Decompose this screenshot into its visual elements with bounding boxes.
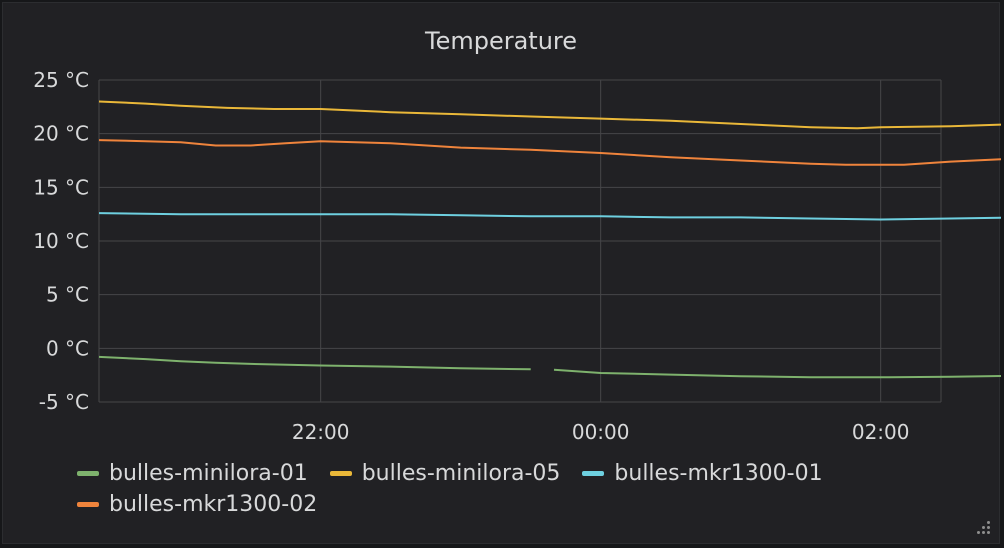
legend-item-bulles-minilora-05[interactable]: bulles-minilora-05 <box>329 461 561 486</box>
y-tick-label: 0 °C <box>46 336 89 360</box>
legend-swatch <box>582 471 605 476</box>
y-tick-label: 20 °C <box>33 122 89 146</box>
y-tick-label: 15 °C <box>33 175 89 199</box>
series-line-bulles-minilora-01 <box>98 355 1001 379</box>
x-tick-label: 22:00 <box>292 420 350 444</box>
y-tick-label: 25 °C <box>33 68 89 92</box>
x-tick-label: 00:00 <box>572 420 630 444</box>
legend-swatch <box>329 471 352 476</box>
y-tick-label: 5 °C <box>46 283 89 307</box>
legend-item-bulles-mkr1300-02[interactable]: bulles-mkr1300-02 <box>77 492 317 517</box>
panel-title: Temperature <box>424 27 578 55</box>
legend-item-bulles-mkr1300-01[interactable]: bulles-mkr1300-01 <box>582 461 823 486</box>
legend-label: bulles-minilora-05 <box>361 461 561 486</box>
resize-handle-icon[interactable] <box>973 519 991 537</box>
legend-label: bulles-mkr1300-02 <box>109 492 318 517</box>
chart-legend: bulles-minilora-01 bulles-minilora-05 bull… <box>77 461 977 517</box>
y-tick-label: -5 °C <box>39 390 89 414</box>
legend-swatch <box>77 471 99 476</box>
legend-swatch <box>77 502 99 507</box>
temperature-chart: 25 °C 20 °C 15 °C 10 °C 5 °C 0 °C -5 °C 22:00 00… <box>33 68 1001 444</box>
series-line-bulles-minilora-05 <box>98 100 1001 130</box>
series-line-bulles-mkr1300-02 <box>98 139 1001 166</box>
legend-item-bulles-minilora-01[interactable]: bulles-minilora-01 <box>77 461 308 486</box>
series-line-bulles-mkr1300-01 <box>98 212 1001 221</box>
x-tick-label: 02:00 <box>852 420 910 444</box>
legend-label: bulles-mkr1300-01 <box>614 461 823 486</box>
y-tick-label: 10 °C <box>33 229 89 253</box>
legend-label: bulles-minilora-01 <box>109 461 308 486</box>
